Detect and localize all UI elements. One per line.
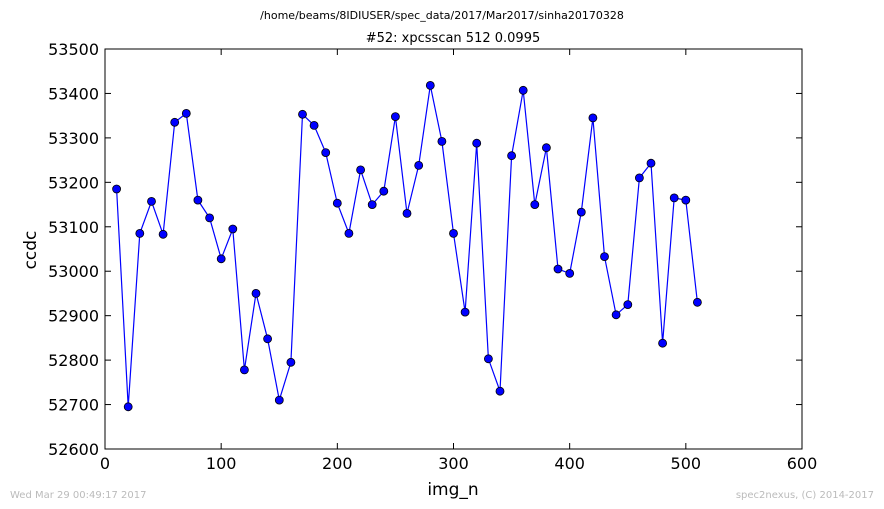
y-tick-label: 53100 [48, 218, 99, 237]
series-layer [112, 81, 702, 412]
data-point [542, 143, 551, 153]
data-point [332, 198, 342, 208]
ticks-layer: 0 100 200 300 400 500 600 52600 52700 52800 52900 5… [48, 40, 817, 473]
data-point [635, 173, 644, 183]
x-axis-label: img_n [427, 480, 478, 500]
chart-title: #52: xpcsscan 512 0.0995 [366, 31, 541, 46]
data-point [367, 200, 377, 210]
data-point [518, 85, 528, 95]
data-point [158, 229, 168, 239]
data-point [344, 228, 354, 238]
data-point [135, 228, 145, 238]
data-point [112, 184, 121, 194]
data-point [553, 264, 563, 274]
data-point [390, 112, 400, 121]
data-point [414, 160, 424, 170]
data-point [123, 402, 133, 412]
x-tick-label: 600 [787, 454, 818, 473]
x-tick-label: 200 [322, 454, 353, 473]
y-tick-label: 52800 [48, 351, 99, 370]
y-axis-label: ccdc [21, 231, 41, 270]
data-point [309, 121, 319, 130]
data-point [228, 224, 238, 234]
data-point [286, 357, 296, 367]
data-point [507, 151, 517, 161]
data-point [460, 307, 470, 317]
x-tick-label: 300 [438, 454, 469, 473]
y-tick-label: 52600 [48, 440, 99, 459]
data-point [530, 200, 540, 210]
data-point [495, 386, 505, 396]
data-point [576, 207, 586, 217]
x-tick-label: 100 [206, 454, 237, 473]
data-point [356, 165, 366, 175]
data-point [623, 300, 633, 310]
plot-frame [104, 48, 803, 450]
data-point [483, 354, 493, 364]
data-point [205, 213, 215, 223]
data-point [402, 208, 412, 218]
y-tick-label: 52700 [48, 396, 99, 415]
data-point [216, 254, 226, 264]
data-point [274, 395, 284, 405]
chart-suptitle: /home/beams/8IDIUSER/spec_data/2017/Mar2… [260, 9, 624, 22]
y-tick-label: 52900 [48, 307, 99, 326]
data-point [379, 186, 389, 196]
data-point [239, 365, 249, 375]
data-point [437, 136, 447, 146]
data-point [681, 195, 691, 205]
footer-timestamp: Wed Mar 29 00:49:17 2017 [10, 490, 146, 501]
data-point [251, 288, 261, 298]
data-point [170, 117, 180, 127]
y-tick-label: 53500 [48, 40, 99, 59]
data-point [425, 81, 435, 90]
data-point [263, 334, 273, 344]
data-point [646, 158, 656, 168]
data-point [298, 109, 307, 119]
data-point [658, 338, 667, 348]
data-point [193, 195, 203, 205]
x-tick-label: 500 [671, 454, 702, 473]
data-point [147, 196, 156, 206]
data-point [669, 193, 679, 203]
data-point [565, 268, 575, 278]
y-tick-label: 53000 [48, 262, 99, 281]
data-point [600, 252, 609, 262]
y-tick-label: 53200 [48, 173, 99, 192]
data-point [588, 113, 598, 123]
data-point [693, 297, 702, 307]
series-line [116, 85, 698, 407]
data-point [472, 138, 482, 148]
data-point [321, 148, 331, 158]
y-tick-label: 53400 [48, 84, 99, 103]
y-tick-label: 53300 [48, 129, 99, 148]
data-point [181, 109, 191, 118]
data-point [449, 228, 458, 238]
x-tick-label: 400 [554, 454, 585, 473]
footer-credit: spec2nexus, (C) 2014-2017 [736, 490, 874, 501]
x-tick-label: 0 [100, 454, 110, 473]
data-point [611, 310, 621, 320]
